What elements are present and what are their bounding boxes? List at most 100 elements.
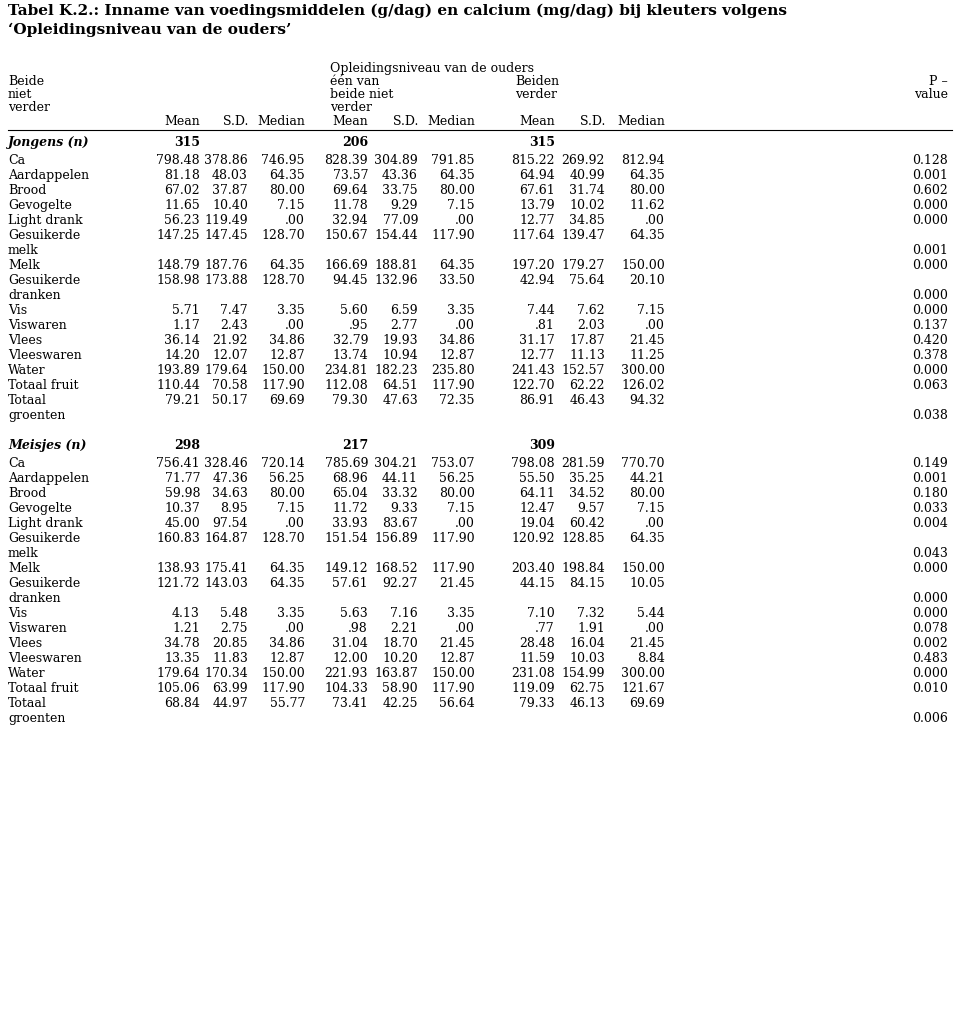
Text: 56.23: 56.23 <box>164 214 200 227</box>
Text: Ca: Ca <box>8 457 25 470</box>
Text: 80.00: 80.00 <box>269 184 305 197</box>
Text: 179.64: 179.64 <box>156 667 200 680</box>
Text: Melk: Melk <box>8 259 40 272</box>
Text: .00: .00 <box>285 319 305 332</box>
Text: 56.25: 56.25 <box>270 472 305 485</box>
Text: 0.078: 0.078 <box>912 622 948 635</box>
Text: Gesuikerde: Gesuikerde <box>8 532 81 545</box>
Text: 798.48: 798.48 <box>156 154 200 167</box>
Text: 156.89: 156.89 <box>374 532 418 545</box>
Text: 11.62: 11.62 <box>629 199 665 212</box>
Text: 48.03: 48.03 <box>212 169 248 182</box>
Text: 21.92: 21.92 <box>212 334 248 347</box>
Text: 9.33: 9.33 <box>391 502 418 515</box>
Text: 86.91: 86.91 <box>519 394 555 407</box>
Text: 80.00: 80.00 <box>629 487 665 500</box>
Text: 42.25: 42.25 <box>382 697 418 710</box>
Text: 8.84: 8.84 <box>637 652 665 665</box>
Text: 2.03: 2.03 <box>577 319 605 332</box>
Text: 0.602: 0.602 <box>912 184 948 197</box>
Text: 117.90: 117.90 <box>261 379 305 392</box>
Text: 7.15: 7.15 <box>277 502 305 515</box>
Text: Gevogelte: Gevogelte <box>8 199 72 212</box>
Text: 62.75: 62.75 <box>569 682 605 695</box>
Text: .00: .00 <box>455 517 475 530</box>
Text: Totaal: Totaal <box>8 697 47 710</box>
Text: 151.54: 151.54 <box>324 532 368 545</box>
Text: 34.63: 34.63 <box>212 487 248 500</box>
Text: 69.69: 69.69 <box>270 394 305 407</box>
Text: dranken: dranken <box>8 289 60 302</box>
Text: 19.04: 19.04 <box>519 517 555 530</box>
Text: 7.16: 7.16 <box>391 607 418 620</box>
Text: 0.000: 0.000 <box>912 607 948 620</box>
Text: S.D.: S.D. <box>393 115 418 128</box>
Text: Beiden: Beiden <box>515 75 559 88</box>
Text: 175.41: 175.41 <box>204 562 248 575</box>
Text: 1.17: 1.17 <box>172 319 200 332</box>
Text: Mean: Mean <box>332 115 368 128</box>
Text: 79.30: 79.30 <box>332 394 368 407</box>
Text: 40.99: 40.99 <box>569 169 605 182</box>
Text: 72.35: 72.35 <box>440 394 475 407</box>
Text: 149.12: 149.12 <box>324 562 368 575</box>
Text: 32.79: 32.79 <box>332 334 368 347</box>
Text: 83.67: 83.67 <box>382 517 418 530</box>
Text: 84.15: 84.15 <box>569 577 605 590</box>
Text: 33.93: 33.93 <box>332 517 368 530</box>
Text: 73.41: 73.41 <box>332 697 368 710</box>
Text: 5.48: 5.48 <box>220 607 248 620</box>
Text: 62.22: 62.22 <box>569 379 605 392</box>
Text: 64.35: 64.35 <box>269 169 305 182</box>
Text: 10.40: 10.40 <box>212 199 248 212</box>
Text: verder: verder <box>330 101 372 114</box>
Text: 150.00: 150.00 <box>431 667 475 680</box>
Text: 12.00: 12.00 <box>332 652 368 665</box>
Text: .77: .77 <box>536 622 555 635</box>
Text: Tabel K.2.: Inname van voedingsmiddelen (g/dag) en calcium (mg/dag) bij kleuters: Tabel K.2.: Inname van voedingsmiddelen … <box>8 4 787 18</box>
Text: 12.77: 12.77 <box>519 349 555 362</box>
Text: 203.40: 203.40 <box>512 562 555 575</box>
Text: 34.78: 34.78 <box>164 637 200 650</box>
Text: 0.483: 0.483 <box>912 652 948 665</box>
Text: .98: .98 <box>348 622 368 635</box>
Text: 19.93: 19.93 <box>382 334 418 347</box>
Text: 6.59: 6.59 <box>391 304 418 317</box>
Text: S.D.: S.D. <box>580 115 605 128</box>
Text: 164.87: 164.87 <box>204 532 248 545</box>
Text: 56.25: 56.25 <box>440 472 475 485</box>
Text: 11.72: 11.72 <box>332 502 368 515</box>
Text: 10.20: 10.20 <box>382 652 418 665</box>
Text: 117.90: 117.90 <box>431 229 475 242</box>
Text: 69.64: 69.64 <box>332 184 368 197</box>
Text: melk: melk <box>8 547 38 560</box>
Text: 104.33: 104.33 <box>324 682 368 695</box>
Text: 0.043: 0.043 <box>912 547 948 560</box>
Text: 71.77: 71.77 <box>164 472 200 485</box>
Text: Aardappelen: Aardappelen <box>8 472 89 485</box>
Text: 80.00: 80.00 <box>439 487 475 500</box>
Text: Gesuikerde: Gesuikerde <box>8 274 81 287</box>
Text: 3.35: 3.35 <box>447 304 475 317</box>
Text: 128.70: 128.70 <box>261 229 305 242</box>
Text: Viswaren: Viswaren <box>8 622 67 635</box>
Text: Vis: Vis <box>8 304 27 317</box>
Text: 756.41: 756.41 <box>156 457 200 470</box>
Text: .00: .00 <box>285 622 305 635</box>
Text: verder: verder <box>8 101 50 114</box>
Text: Aardappelen: Aardappelen <box>8 169 89 182</box>
Text: 304.89: 304.89 <box>374 154 418 167</box>
Text: 20.10: 20.10 <box>629 274 665 287</box>
Text: 117.64: 117.64 <box>512 229 555 242</box>
Text: 13.74: 13.74 <box>332 349 368 362</box>
Text: 43.36: 43.36 <box>382 169 418 182</box>
Text: Vleeswaren: Vleeswaren <box>8 349 82 362</box>
Text: 147.45: 147.45 <box>204 229 248 242</box>
Text: 33.50: 33.50 <box>440 274 475 287</box>
Text: Vlees: Vlees <box>8 637 42 650</box>
Text: 45.00: 45.00 <box>164 517 200 530</box>
Text: 328.46: 328.46 <box>204 457 248 470</box>
Text: 63.99: 63.99 <box>212 682 248 695</box>
Text: 92.27: 92.27 <box>383 577 418 590</box>
Text: 65.04: 65.04 <box>332 487 368 500</box>
